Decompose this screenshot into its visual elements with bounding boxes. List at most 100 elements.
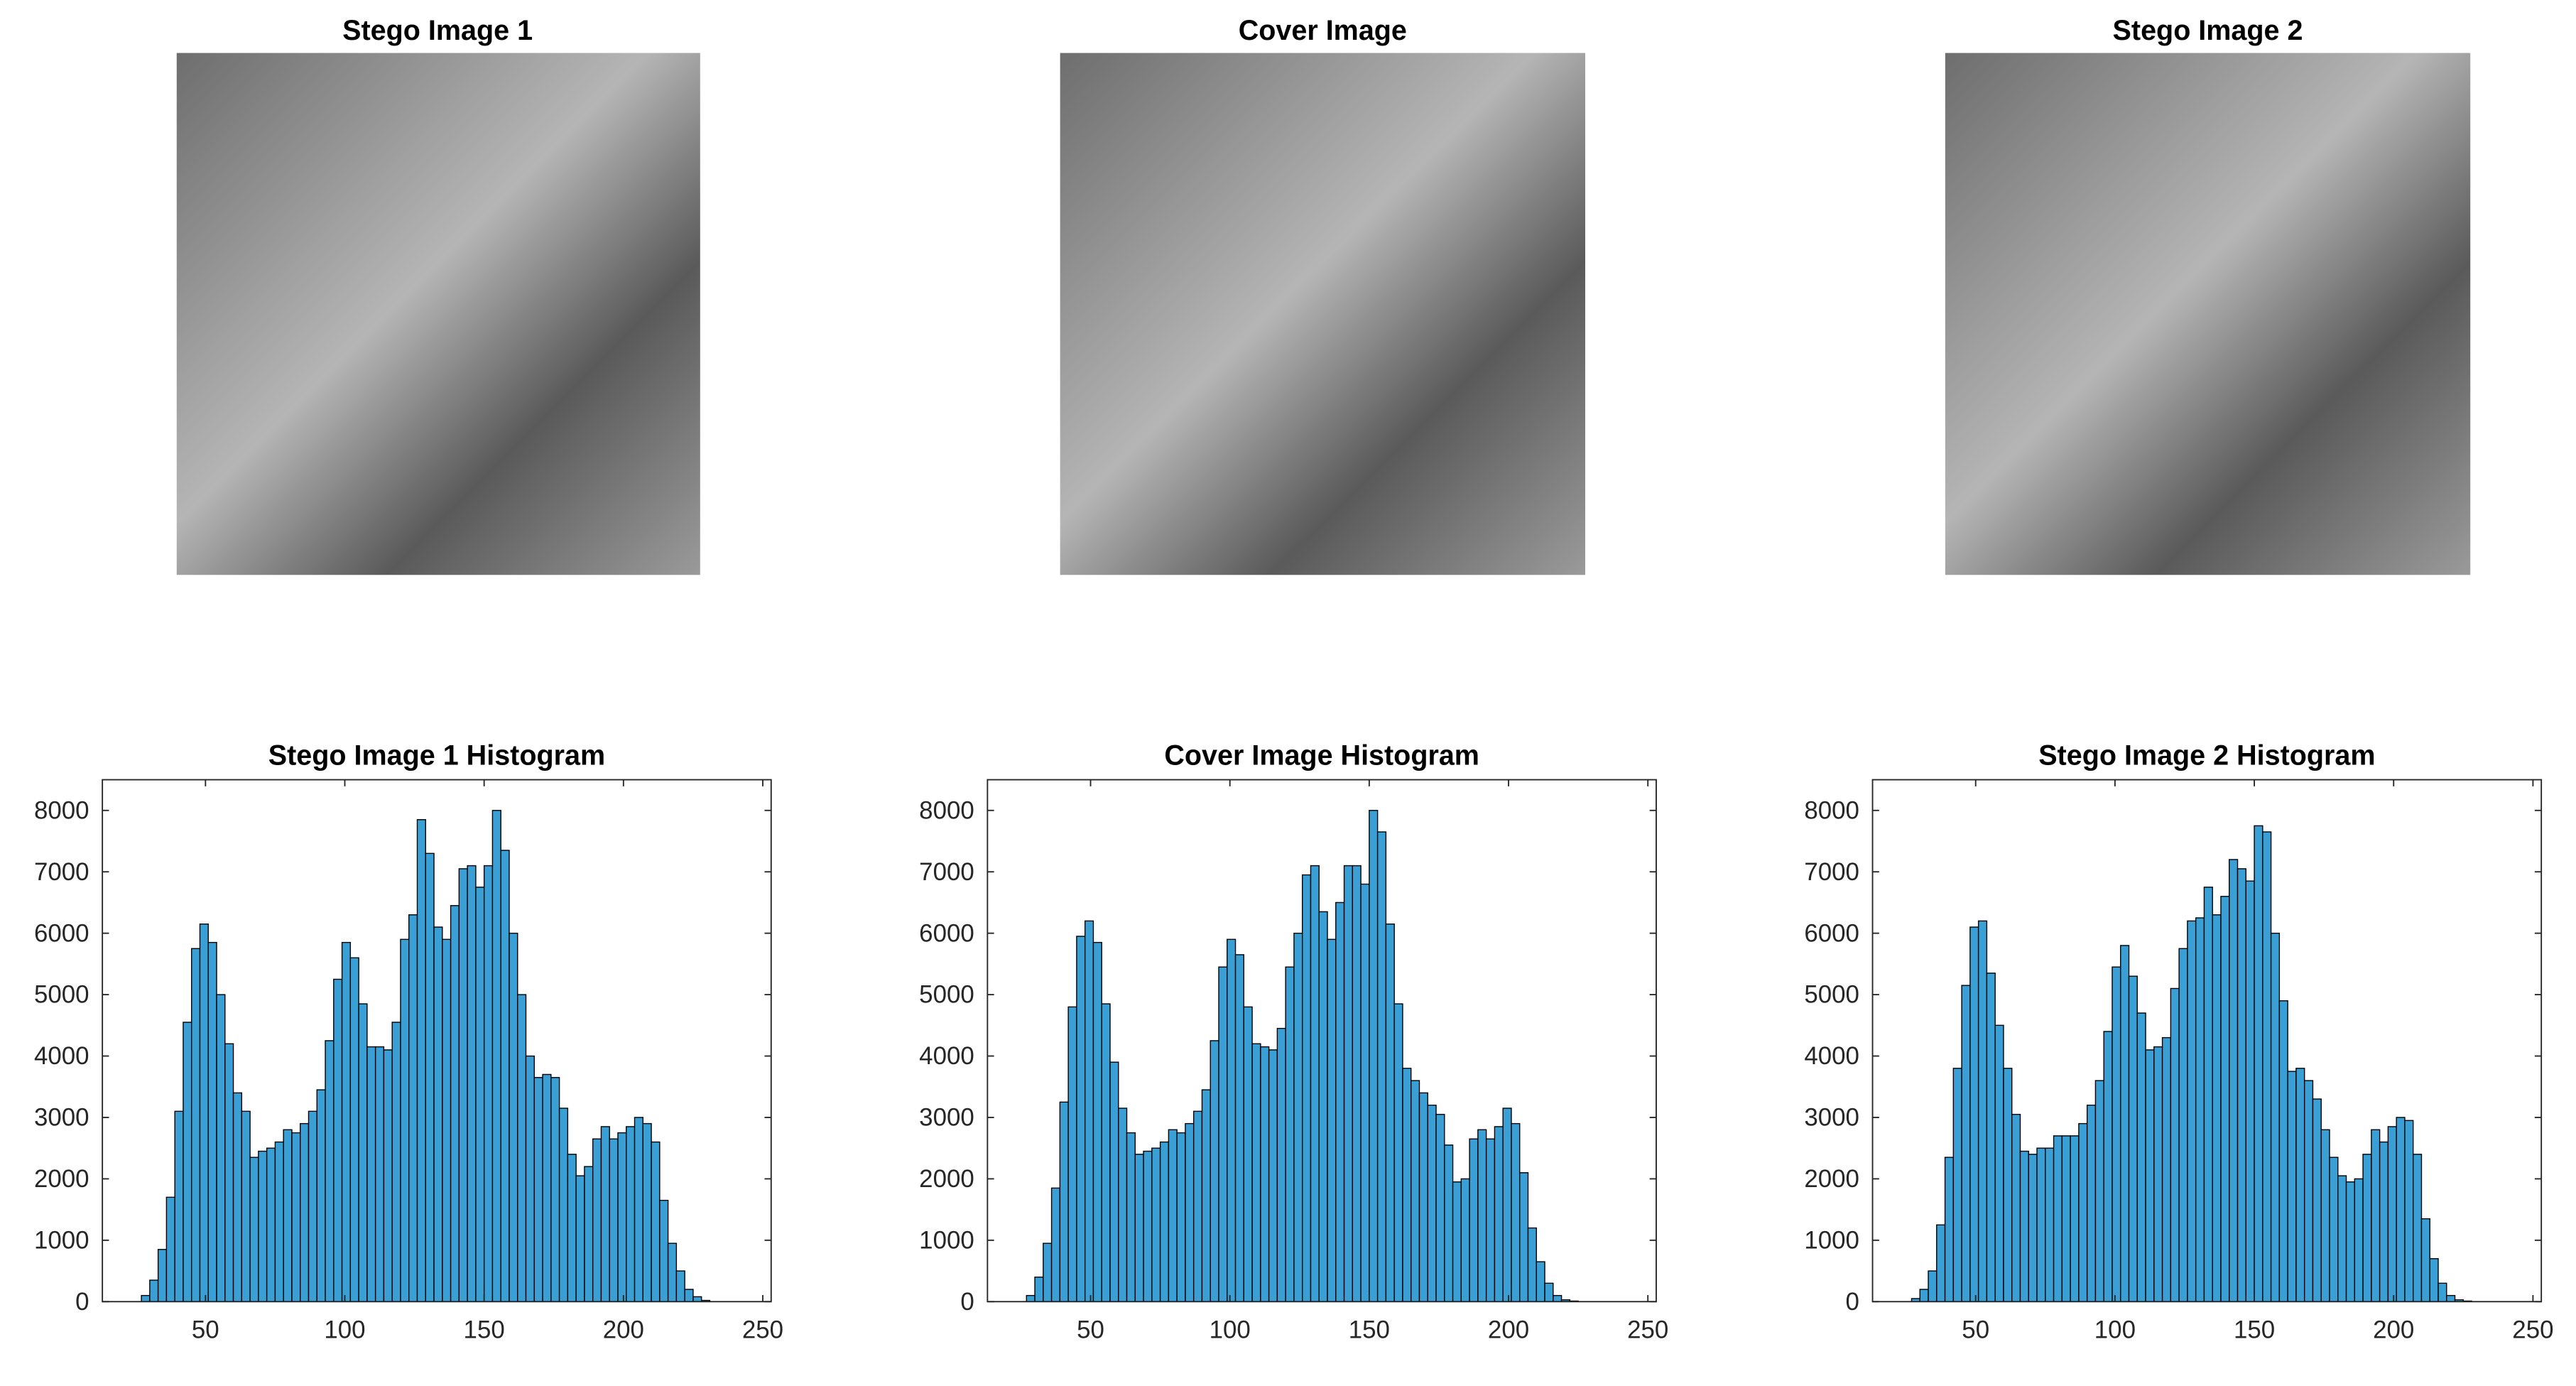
bar	[1435, 1113, 1445, 1302]
bar	[1076, 936, 1086, 1302]
bar	[1026, 1294, 1036, 1302]
image-title: Stego Image 1	[342, 15, 533, 46]
y-tick-label: 2000	[34, 1165, 89, 1193]
image-panel: Stego Image 2	[1945, 15, 2471, 575]
bar	[308, 1110, 317, 1302]
bar	[2086, 1104, 2097, 1302]
bar	[567, 1154, 577, 1302]
bar	[1352, 865, 1362, 1302]
bar	[2337, 1175, 2347, 1302]
bar	[592, 1138, 602, 1302]
histogram-panel: Cover Image Histogram 0 1000 2000 3000 4000 50…	[919, 740, 1668, 1344]
bar	[2278, 1000, 2288, 1302]
bar	[1986, 973, 1996, 1302]
bar	[483, 865, 494, 1302]
bar	[2094, 1080, 2104, 1302]
bar	[533, 1077, 543, 1302]
bar	[1961, 985, 1971, 1302]
bar	[1527, 1227, 1537, 1302]
x-tick-label: 250	[2512, 1316, 2553, 1343]
bar	[141, 1294, 151, 1302]
bar	[2229, 859, 2239, 1302]
bar	[2078, 1122, 2088, 1302]
y-tick-label: 2000	[1804, 1165, 1859, 1193]
bar	[1118, 1108, 1128, 1302]
bar	[1151, 1147, 1161, 1302]
axes-box	[987, 779, 1657, 1303]
bar	[1302, 874, 1312, 1302]
bar	[149, 1279, 159, 1302]
y-tick-label: 6000	[1804, 919, 1859, 947]
image-title: Cover Image	[1239, 15, 1407, 46]
bar	[509, 932, 518, 1302]
bar	[2145, 1049, 2155, 1302]
bar	[1276, 1027, 1286, 1302]
bar	[1994, 1024, 2004, 1302]
bar	[333, 978, 343, 1302]
bar	[183, 1022, 192, 1302]
bar	[2128, 975, 2138, 1302]
bar	[1952, 1068, 1962, 1302]
bar	[1251, 1043, 1261, 1302]
bar	[1502, 1108, 1512, 1302]
bar	[2103, 1031, 2113, 1302]
bar	[1092, 941, 1102, 1302]
bar	[2396, 1117, 2406, 1302]
bar	[1285, 966, 1295, 1302]
x-tick-label: 50	[1962, 1316, 1989, 1343]
bar	[2446, 1294, 2456, 1302]
bar	[609, 1138, 619, 1302]
y-tick-label: 7000	[919, 858, 974, 886]
y-tick-label: 2000	[919, 1165, 974, 1193]
bar	[2245, 880, 2255, 1302]
bar	[2412, 1154, 2423, 1302]
bar	[1109, 1061, 1119, 1302]
bar	[2070, 1135, 2080, 1302]
bar	[2371, 1129, 2381, 1302]
x-tick-label: 250	[742, 1316, 783, 1343]
bar	[1059, 1101, 1069, 1302]
bar	[467, 865, 477, 1302]
bar	[191, 948, 201, 1302]
bar	[584, 1166, 594, 1302]
bar	[2237, 868, 2246, 1302]
bar	[2312, 1098, 2322, 1302]
bar	[1268, 1049, 1278, 1302]
bar	[500, 850, 510, 1302]
bar	[2036, 1147, 2046, 1302]
bar	[2420, 1218, 2430, 1302]
bar	[1511, 1122, 1521, 1302]
bar	[249, 1157, 259, 1302]
bar	[2387, 1126, 2397, 1302]
x-tick-label: 50	[192, 1316, 219, 1343]
bar	[1460, 1178, 1470, 1302]
x-tick-label: 100	[324, 1316, 365, 1343]
bar	[1360, 883, 1370, 1302]
histogram-panel: Stego Image 2 Histogram 0 1000 2000 3000 4000…	[1804, 740, 2553, 1344]
histogram-panel: Stego Image 1 Histogram 0 1000 2000 3000 4000…	[34, 740, 783, 1344]
x-tick-label: 100	[1210, 1316, 1251, 1343]
y-tick-label: 1000	[34, 1226, 89, 1254]
image	[1060, 53, 1585, 575]
bar	[2120, 945, 2130, 1302]
bar	[642, 1122, 652, 1302]
y-tick-label: 7000	[1804, 858, 1859, 886]
x-tick-label: 250	[1627, 1316, 1668, 1343]
bar	[1050, 1187, 1061, 1302]
bar	[634, 1117, 643, 1302]
bar	[1084, 920, 1094, 1302]
bar	[1310, 865, 1320, 1302]
bar	[525, 1055, 535, 1302]
chart-title: Cover Image Histogram	[1164, 740, 1479, 771]
bar	[2178, 948, 2188, 1302]
bar	[157, 1249, 168, 1302]
bar	[316, 1089, 326, 1302]
bar	[1369, 810, 1379, 1302]
y-tick-label: 6000	[919, 919, 974, 947]
bar	[2045, 1147, 2055, 1302]
bar	[1243, 1006, 1253, 1302]
bar	[2362, 1154, 2372, 1302]
bar	[558, 1108, 569, 1302]
y-tick-label: 3000	[919, 1104, 974, 1132]
